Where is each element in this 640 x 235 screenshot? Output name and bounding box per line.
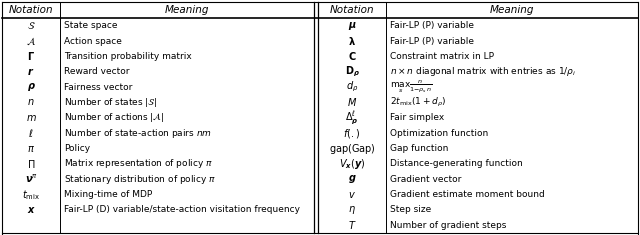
Text: Gap function: Gap function bbox=[390, 144, 449, 153]
Text: $n \times n$ diagonal matrix with entries as $1/\rho_i$: $n \times n$ diagonal matrix with entrie… bbox=[390, 65, 577, 78]
Text: Number of gradient steps: Number of gradient steps bbox=[390, 221, 506, 230]
Text: $f(.)$: $f(.)$ bbox=[344, 127, 360, 140]
Text: Number of actions $|\mathcal{A}|$: Number of actions $|\mathcal{A}|$ bbox=[64, 111, 164, 124]
Text: $\Delta^{\ell}_{\boldsymbol{\rho}}$: $\Delta^{\ell}_{\boldsymbol{\rho}}$ bbox=[345, 109, 359, 126]
Text: $\boldsymbol{\mu}$: $\boldsymbol{\mu}$ bbox=[348, 20, 356, 32]
Text: Constraint matrix in LP: Constraint matrix in LP bbox=[390, 52, 494, 61]
Text: Policy: Policy bbox=[64, 144, 90, 153]
Text: $t_{\mathrm{mix}}$: $t_{\mathrm{mix}}$ bbox=[22, 188, 40, 201]
Text: Transition probability matrix: Transition probability matrix bbox=[64, 52, 192, 61]
Text: Meaning: Meaning bbox=[490, 5, 534, 15]
Text: Notation: Notation bbox=[9, 5, 53, 15]
Text: Optimization function: Optimization function bbox=[390, 129, 488, 138]
Text: $\max_s \frac{n}{1-\rho_s n}$: $\max_s \frac{n}{1-\rho_s n}$ bbox=[390, 79, 433, 95]
Text: Notation: Notation bbox=[330, 5, 374, 15]
Text: Stationary distribution of policy $\pi$: Stationary distribution of policy $\pi$ bbox=[64, 173, 216, 186]
Text: $T$: $T$ bbox=[348, 219, 356, 231]
Text: Fair-LP (D) variable/state-action visitation frequency: Fair-LP (D) variable/state-action visita… bbox=[64, 205, 300, 215]
Text: $\boldsymbol{\nu}^{\pi}$: $\boldsymbol{\nu}^{\pi}$ bbox=[24, 173, 38, 185]
Text: Gradient vector: Gradient vector bbox=[390, 175, 461, 184]
Text: $\mathsf{gap}(\mathsf{Gap})$: $\mathsf{gap}(\mathsf{Gap})$ bbox=[328, 141, 376, 156]
Text: $\boldsymbol{\lambda}$: $\boldsymbol{\lambda}$ bbox=[348, 35, 356, 47]
Text: Number of state-action pairs $nm$: Number of state-action pairs $nm$ bbox=[64, 127, 212, 140]
Text: $\boldsymbol{\rho}$: $\boldsymbol{\rho}$ bbox=[27, 81, 35, 93]
Text: $\boldsymbol{g}$: $\boldsymbol{g}$ bbox=[348, 173, 356, 185]
Text: Gradient estimate moment bound: Gradient estimate moment bound bbox=[390, 190, 545, 199]
Text: $2t_{\mathrm{mix}}(1 + d_{\rho})$: $2t_{\mathrm{mix}}(1 + d_{\rho})$ bbox=[390, 96, 446, 109]
Text: Fairness vector: Fairness vector bbox=[64, 83, 132, 92]
Text: Fair-LP (P) variable: Fair-LP (P) variable bbox=[390, 21, 474, 30]
Text: $\boldsymbol{r}$: $\boldsymbol{r}$ bbox=[28, 66, 35, 77]
Text: Meaning: Meaning bbox=[164, 5, 209, 15]
Text: Fair simplex: Fair simplex bbox=[390, 113, 444, 122]
Text: $\mathbf{D}_{\boldsymbol{\rho}}$: $\mathbf{D}_{\boldsymbol{\rho}}$ bbox=[344, 65, 360, 79]
Text: $\mathcal{S}$: $\mathcal{S}$ bbox=[27, 20, 35, 31]
Text: $v$: $v$ bbox=[348, 190, 356, 200]
Text: Action space: Action space bbox=[64, 36, 122, 46]
Text: $\mathcal{A}$: $\mathcal{A}$ bbox=[26, 35, 36, 47]
Text: Number of states $|\mathcal{S}|$: Number of states $|\mathcal{S}|$ bbox=[64, 96, 157, 109]
Text: Mixing-time of MDP: Mixing-time of MDP bbox=[64, 190, 152, 199]
Text: Reward vector: Reward vector bbox=[64, 67, 129, 76]
Text: $n$: $n$ bbox=[28, 98, 35, 107]
Text: $V_{\boldsymbol{x}}(\boldsymbol{y})$: $V_{\boldsymbol{x}}(\boldsymbol{y})$ bbox=[339, 157, 365, 171]
Text: $d_{\rho}$: $d_{\rho}$ bbox=[346, 80, 358, 94]
Text: $m$: $m$ bbox=[26, 113, 36, 123]
Text: State space: State space bbox=[64, 21, 118, 30]
Text: $\eta$: $\eta$ bbox=[348, 204, 356, 216]
Text: Fair-LP (P) variable: Fair-LP (P) variable bbox=[390, 36, 474, 46]
Text: $\boldsymbol{x}$: $\boldsymbol{x}$ bbox=[26, 205, 35, 215]
Text: $\ell$: $\ell$ bbox=[28, 127, 34, 139]
Text: $\mathbf{C}$: $\mathbf{C}$ bbox=[348, 50, 356, 63]
Text: Step size: Step size bbox=[390, 205, 431, 215]
Text: Distance-generating function: Distance-generating function bbox=[390, 159, 523, 168]
Text: $\pi$: $\pi$ bbox=[27, 144, 35, 153]
Text: $M$: $M$ bbox=[347, 96, 357, 109]
Text: $\Pi$: $\Pi$ bbox=[27, 158, 35, 170]
Text: $\mathbf{\Gamma}$: $\mathbf{\Gamma}$ bbox=[27, 50, 35, 63]
Text: Matrix representation of policy $\pi$: Matrix representation of policy $\pi$ bbox=[64, 157, 213, 170]
